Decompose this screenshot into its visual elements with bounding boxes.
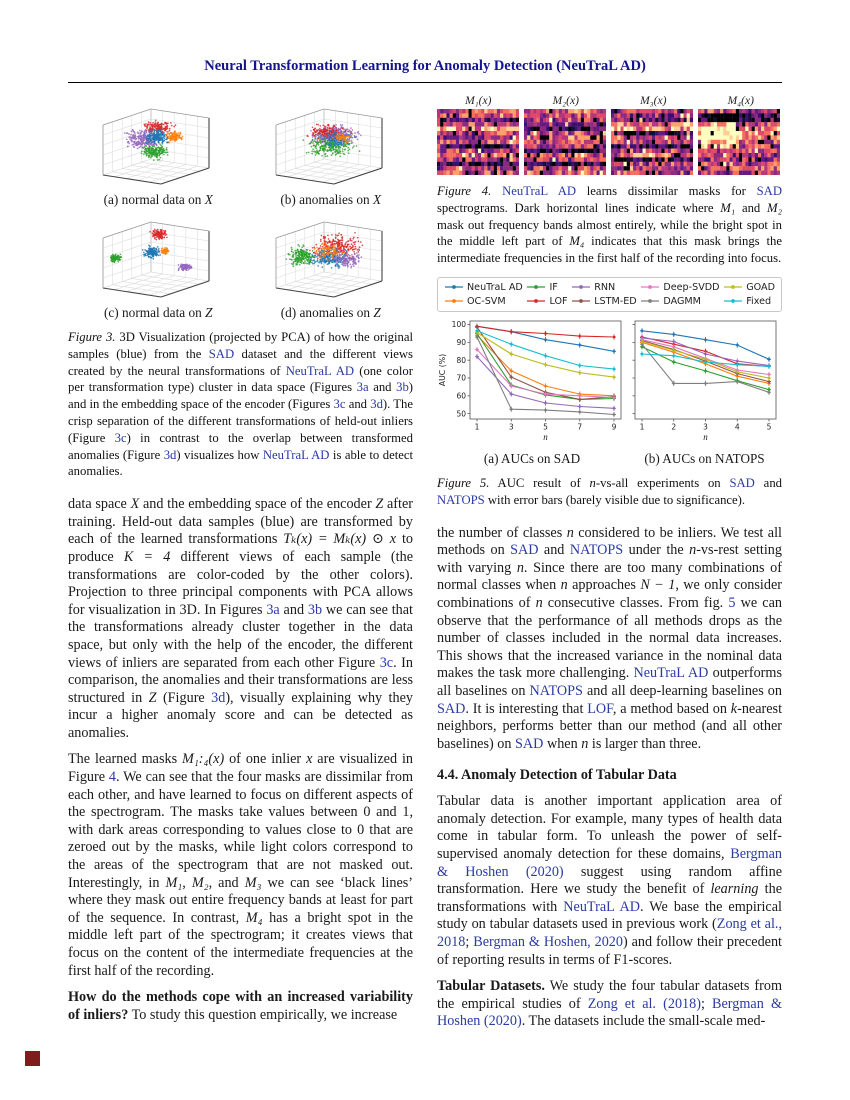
inline-link[interactable]: 3b [396,380,409,395]
figure3: (a) normal data on X (b) anomalies on X … [76,97,413,321]
inline-link[interactable]: SAD [437,700,466,717]
body-paragraph: data space X and the embedding space of … [68,496,413,741]
scatter3d-normal-z [102,221,210,298]
body-paragraph: The learned masks M₁:₄(x) of one inlier … [68,751,414,979]
inline-link[interactable]: 3a [266,601,280,618]
mask-label-2: M₂(x) [552,95,579,107]
spectrogram-mask-2 [524,109,606,175]
figure5-caption: Figure 5. AUC result of n-vs-all experim… [437,475,783,507]
legend-entry: RNN [571,282,636,293]
inline-link[interactable]: NATOPS [569,542,624,559]
legend-entry: Deep-SVDD [640,282,720,293]
subcaption-aucs-sad: (a) AUCs on SAD [483,450,581,466]
inline-link[interactable]: Bergman & Hoshen, 2020 [473,934,623,951]
subcaption-b: (b) anomalies on X [280,192,382,207]
inline-link[interactable]: Zong et al., 2018 [437,916,782,951]
mask-label-1: M₁(x) [465,95,492,107]
section-heading: 4.4. Anomaly Detection of Tabular Data [437,767,677,784]
inline-link[interactable]: NeuTraL AD [502,184,577,198]
legend-entry: DAGMM [640,296,719,307]
legend-entry: LSTM-ED [571,296,637,307]
inline-link[interactable]: 5 [728,594,736,611]
inline-link[interactable]: NeuTraL AD [262,447,330,462]
inline-link[interactable]: SAD [756,184,783,198]
figure4-labels: M₁(x) M₂(x) M₃(x) M₄(x) [437,95,782,107]
subcaption-aucs-natops: (b) AUCs on NATOPS [644,450,765,466]
inline-link[interactable]: NeuTraL AD [563,898,640,915]
inline-link[interactable]: NeuTraL AD [285,363,355,378]
figure3-subplot-d: (d) anomalies on Z [249,210,414,321]
spectrogram-mask-1 [437,109,519,175]
legend-entry: Fixed [723,296,775,307]
figure3-subplot-c: (c) normal data on Z [76,210,241,321]
inline-link[interactable]: NATOPS [437,492,485,507]
paper-title: Neural Transformation Learning for Anoma… [204,58,646,74]
scatter3d-anomalies-x [275,108,383,185]
inline-link[interactable]: 3d [370,397,383,412]
legend-entry: NeuTraL AD [444,282,523,293]
inline-link[interactable]: 3d [163,447,177,462]
inline-link[interactable]: 3c [333,397,346,412]
subcaption-c: (c) normal data on Z [103,305,213,320]
figure5: NeuTraL AD OC-SVM IF LOF RNN LSTM-ED Deep-SVDD… [437,276,783,509]
spectrogram-mask-4 [698,109,780,175]
figure3-caption: Figure 3. 3D Visualization (projected by… [68,330,414,479]
right-column: M₁(x) M₂(x) M₃(x) M₄(x) Figure 4. NeuTra… [437,95,782,1040]
running-header: Neural Transformation Learning for Anoma… [68,58,782,83]
inline-link[interactable]: SAD [515,735,544,752]
figure4-caption: Figure 4. NeuTraL AD learns dissimilar m… [437,184,783,266]
body-paragraph: Tabular Datasets. We study the four tabu… [437,978,782,1030]
line-chart-natops: 1 2 3 4 5n [632,320,777,442]
figure3-subplot-b: (b) anomalies on X [249,97,414,208]
legend-entry: GOAD [723,282,775,293]
subcaption-a: (a) normal data on X [103,192,213,207]
inline-link[interactable]: LOF [587,700,613,717]
figure4: M₁(x) M₂(x) M₃(x) M₄(x) [437,95,782,175]
inline-link[interactable]: NeuTraL AD [633,665,709,682]
left-column: (a) normal data on X (b) anomalies on X … [68,95,413,1040]
subcaption-d: (d) anomalies on Z [280,305,381,320]
mask-label-3: M₃(x) [640,95,667,107]
figure5-subcaptions: (a) AUCs on SAD (b) AUCs on NATOPS [437,451,782,467]
inline-link[interactable]: 4 [108,769,117,786]
body-paragraph: How do the methods cope with an increase… [68,989,413,1023]
inline-link[interactable]: SAD [729,475,755,490]
inline-link[interactable]: 3c [379,654,394,671]
inline-link[interactable]: Bergman & Hoshen (2020) [437,846,782,880]
figure5-legend: NeuTraL AD OC-SVM IF LOF RNN LSTM-ED Deep-SVDD… [437,276,782,312]
page-corner-mark [25,1051,40,1066]
scatter3d-anomalies-z [275,221,383,298]
body-paragraph: Tabular data is another important applic… [437,793,782,968]
inline-link[interactable]: 3c [114,430,127,445]
inline-link[interactable]: Bergman & Hoshen (2020) [437,995,782,1030]
header-rule [68,82,782,83]
inline-link[interactable]: 3a [356,380,369,395]
inline-link[interactable]: SAD [208,346,235,361]
body-paragraph: the number of classes n considered to be… [437,524,783,752]
spectrogram-mask-3 [611,109,693,175]
scatter3d-normal-x [102,108,210,185]
inline-link[interactable]: 3d [211,689,226,706]
legend-entry: IF [526,282,567,293]
inline-link[interactable]: Zong et al. (2018) [587,995,701,1012]
mask-label-4: M₄(x) [727,95,754,107]
legend-entry: OC-SVM [444,296,523,307]
inline-link[interactable]: SAD [510,542,539,559]
figure4-panels [437,109,782,175]
inline-link[interactable]: 3b [307,601,323,618]
inline-link[interactable]: NATOPS [529,682,583,699]
legend-entry: LOF [526,296,568,307]
figure3-subplot-a: (a) normal data on X [76,97,241,208]
